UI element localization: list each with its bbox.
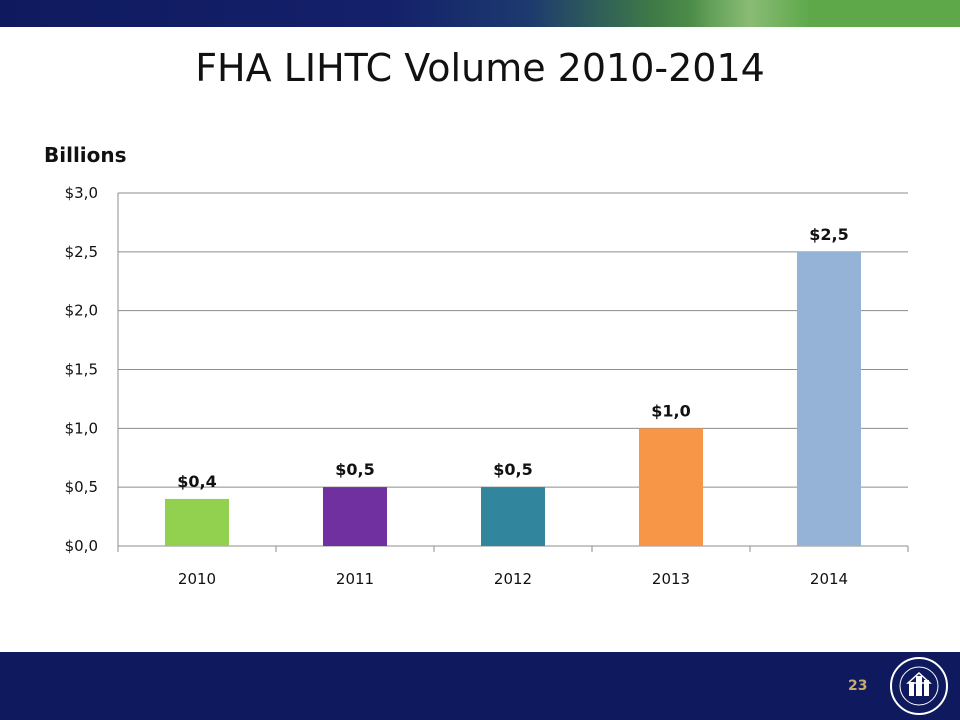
hud-seal-icon	[890, 657, 948, 715]
y-tick-label: $0,5	[65, 478, 98, 496]
banner-highlight	[690, 0, 810, 27]
data-label-2013: $1,0	[651, 401, 690, 420]
y-tick-label: $1,5	[65, 361, 98, 379]
y-tick-label: $2,5	[65, 243, 98, 261]
data-label-2014: $2,5	[809, 225, 848, 244]
data-label-2011: $0,5	[335, 460, 374, 479]
bar-chart: $0,0 $0,5 $1,0 $1,5 $2,0 $2,5 $3,0 $0,4 2010 $0,5…	[65, 184, 909, 588]
x-tick-label-2014: 2014	[810, 570, 848, 588]
x-tick-label-2010: 2010	[178, 570, 216, 588]
bar-2011	[323, 487, 387, 546]
page-number: 23	[848, 678, 868, 694]
x-tick-label-2013: 2013	[652, 570, 690, 588]
slide-title: FHA LIHTC Volume 2010-2014	[195, 46, 765, 90]
x-tick-label-2011: 2011	[336, 570, 374, 588]
bar-2014	[797, 251, 861, 547]
y-tick-label: $0,0	[65, 537, 98, 555]
y-axis-unit-label: Billions	[44, 143, 127, 167]
bar-2013	[639, 428, 703, 546]
x-tick-label-2012: 2012	[494, 570, 532, 588]
top-banner	[0, 0, 960, 27]
bar-2010	[165, 498, 229, 546]
footer-bar	[0, 652, 960, 720]
bar-2012	[481, 487, 545, 546]
data-label-2012: $0,5	[493, 460, 532, 479]
y-tick-label: $1,0	[65, 419, 98, 437]
y-tick-label: $2,0	[65, 302, 98, 320]
data-label-2010: $0,4	[177, 472, 216, 491]
y-tick-label: $3,0	[65, 184, 98, 202]
